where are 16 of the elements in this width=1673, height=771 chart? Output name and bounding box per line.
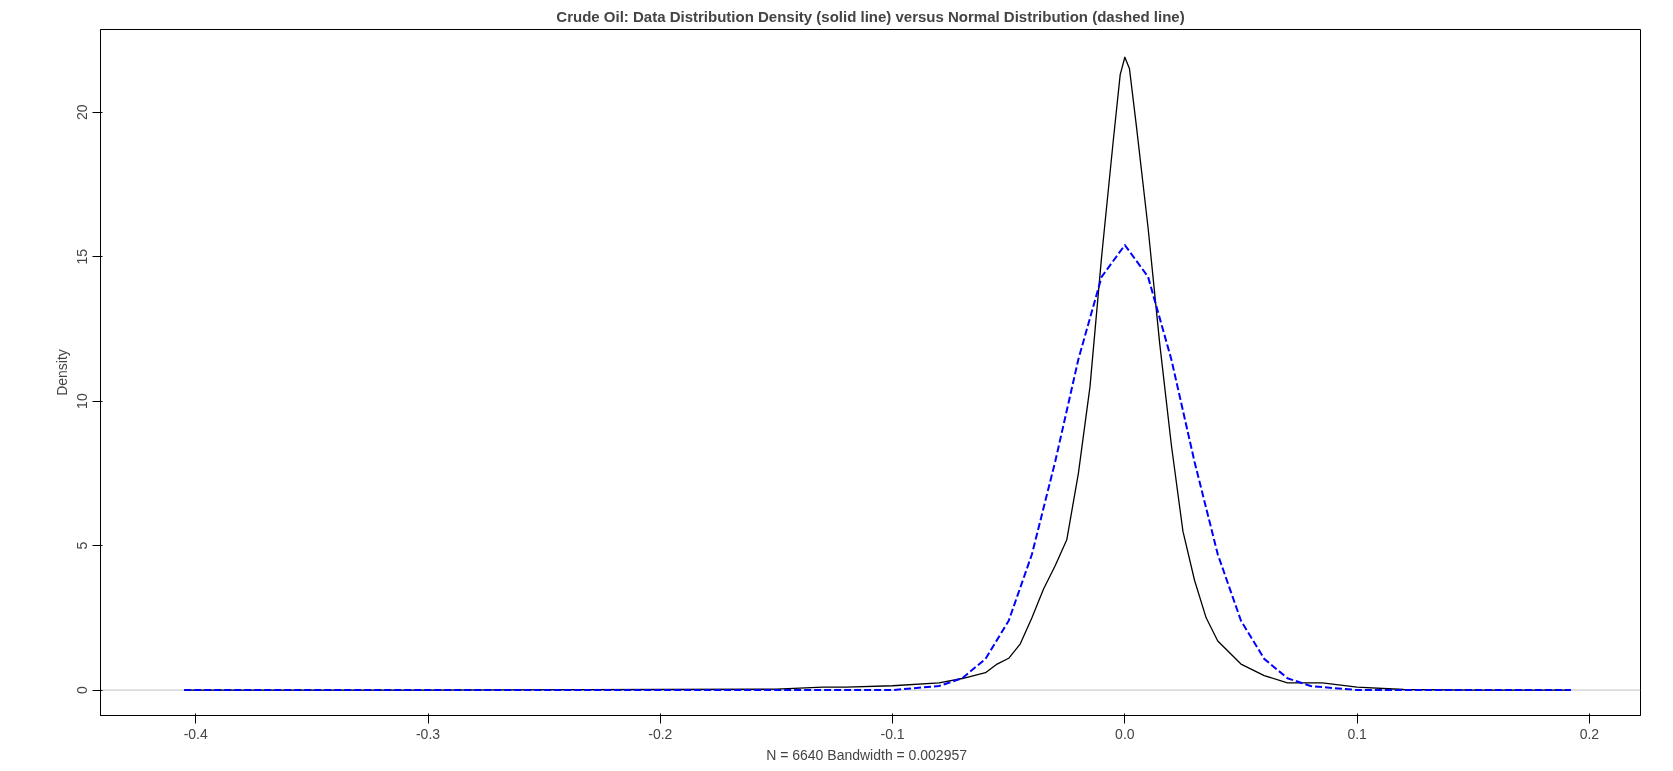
y-tick-label: 5: [74, 541, 91, 550]
y-tick-label: 20: [74, 104, 91, 120]
x-axis-title: N = 6640 Bandwidth = 0.002957: [766, 746, 968, 763]
x-tick-label: -0.1: [880, 725, 905, 742]
x-tick-label: 0.0: [1115, 725, 1135, 742]
y-tick-label: 15: [74, 248, 91, 265]
y-tick-label: 0: [74, 685, 91, 694]
x-tick-label: -0.4: [183, 725, 209, 742]
y-tick-label: 10: [74, 393, 91, 409]
chart-title: Crude Oil: Data Distribution Density (solid line) versus Normal Distribution (dashed line): [556, 7, 1185, 25]
x-tick-label: 0.1: [1347, 725, 1368, 742]
line-series: [183, 244, 1572, 692]
x-tick-label: -0.2: [648, 725, 673, 742]
x-tick-label: -0.3: [415, 725, 441, 742]
x-tick-label: 0.2: [1579, 725, 1600, 742]
y-axis-title: Density: [53, 349, 70, 396]
